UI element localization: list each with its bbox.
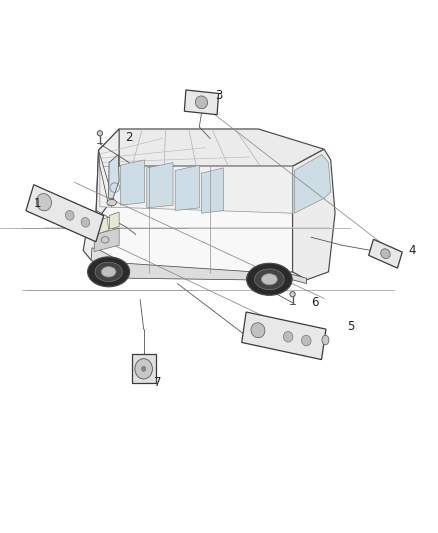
Polygon shape (201, 168, 223, 213)
Polygon shape (184, 90, 219, 115)
Ellipse shape (322, 335, 329, 345)
Text: 7: 7 (154, 376, 162, 389)
Ellipse shape (141, 366, 146, 372)
Polygon shape (175, 165, 199, 211)
Polygon shape (242, 312, 326, 360)
Text: 6: 6 (311, 296, 319, 309)
Ellipse shape (247, 263, 292, 295)
Polygon shape (94, 228, 119, 252)
Text: 5: 5 (347, 320, 354, 333)
Ellipse shape (381, 249, 390, 259)
Polygon shape (26, 184, 104, 242)
Polygon shape (369, 239, 402, 268)
Text: 2: 2 (125, 131, 133, 144)
Ellipse shape (101, 266, 116, 277)
Ellipse shape (101, 237, 109, 243)
Ellipse shape (97, 131, 102, 136)
Ellipse shape (88, 257, 130, 287)
Polygon shape (99, 150, 113, 205)
Ellipse shape (301, 335, 311, 346)
Ellipse shape (135, 359, 152, 379)
Ellipse shape (81, 217, 90, 227)
Ellipse shape (65, 211, 74, 220)
Polygon shape (83, 129, 119, 261)
Polygon shape (91, 248, 119, 272)
Ellipse shape (283, 332, 293, 342)
Polygon shape (99, 129, 324, 166)
Polygon shape (110, 212, 119, 229)
Polygon shape (293, 149, 335, 280)
Polygon shape (120, 160, 145, 205)
Polygon shape (94, 150, 293, 277)
Polygon shape (92, 217, 109, 236)
Ellipse shape (254, 269, 284, 290)
Ellipse shape (95, 262, 122, 281)
Text: 3: 3 (215, 90, 223, 102)
Ellipse shape (36, 193, 51, 211)
Ellipse shape (107, 199, 117, 206)
Text: 4: 4 (408, 244, 416, 257)
Ellipse shape (261, 274, 277, 285)
Polygon shape (100, 166, 293, 213)
Polygon shape (147, 163, 173, 208)
Polygon shape (109, 155, 119, 198)
Polygon shape (294, 155, 331, 213)
Polygon shape (94, 261, 307, 284)
Text: 1: 1 (33, 197, 41, 210)
Ellipse shape (290, 292, 295, 297)
Polygon shape (131, 354, 156, 384)
Ellipse shape (195, 96, 208, 109)
Ellipse shape (251, 323, 265, 338)
